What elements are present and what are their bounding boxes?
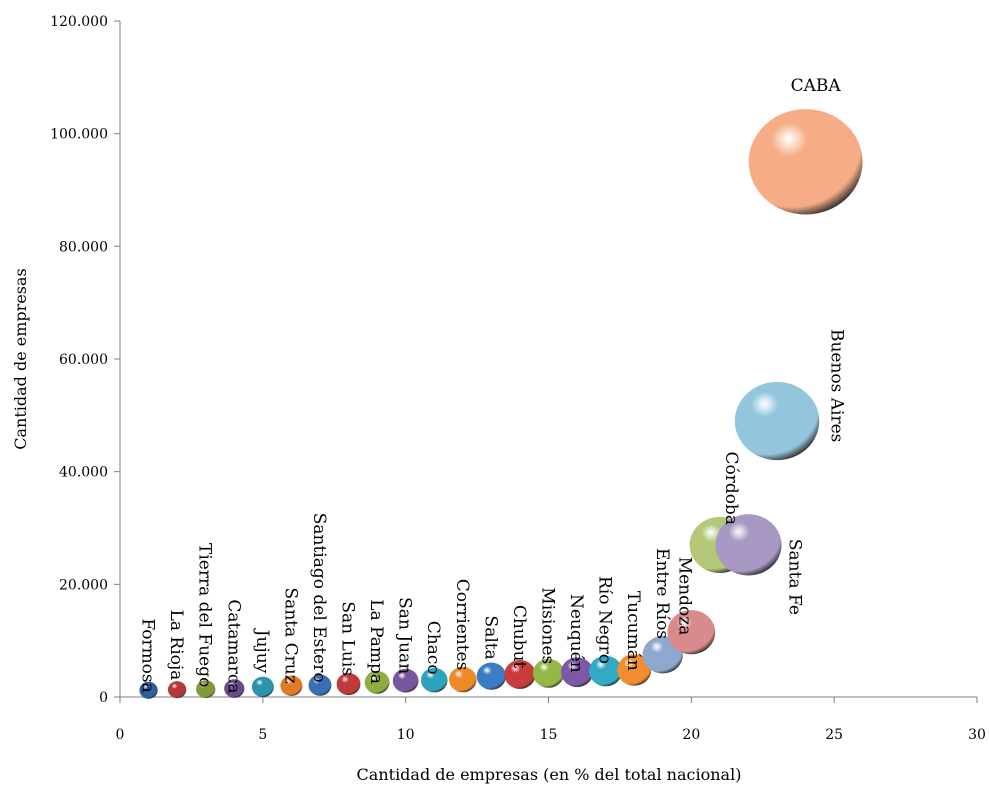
bubble-neuqu-n (561, 657, 594, 688)
bubbles (139, 109, 863, 699)
bubble-santa-fe (715, 514, 782, 576)
bubble-tucum-n (617, 654, 652, 686)
x-tick-label: 0 (116, 727, 125, 743)
bubble-label: Jujuy (252, 628, 272, 674)
bubble-chubut (504, 660, 536, 689)
y-tick-label: 20.000 (59, 577, 108, 593)
x-tick-label: 15 (540, 727, 558, 743)
bubble-caba (748, 109, 863, 215)
bubble-santiago-del-estero (308, 674, 332, 696)
y-axis-title: Cantidad de empresas (11, 268, 30, 450)
bubble-r-o-negro (589, 655, 623, 687)
bubble-label: Neuquén (566, 594, 586, 673)
bubble-la-rioja (167, 681, 187, 699)
bubble-label: Río Negro (595, 576, 615, 664)
y-tick-label: 40.000 (59, 465, 108, 481)
bubble-buenos-aires (734, 381, 820, 461)
bubble-label: Chubut (509, 605, 529, 669)
bubble-label: Córdoba (721, 451, 741, 525)
bubble-corrientes (449, 666, 477, 693)
bubble-jujuy (251, 676, 274, 698)
bubble-label: Tierra del Fuego (195, 543, 215, 687)
y-tick-label: 80.000 (59, 239, 108, 255)
y-tick-label: 60.000 (59, 352, 108, 368)
y-tick-label: 120.000 (50, 14, 108, 30)
bubble-label: Buenos Aires (826, 329, 846, 442)
bubble-label: Salta (480, 616, 500, 660)
x-tick-label: 30 (968, 727, 986, 743)
bubble-label: Tucumán (623, 591, 643, 671)
bubble-label: Misiones (538, 587, 558, 664)
y-tick-label: 0 (99, 690, 108, 706)
bubble-label: San Juan (395, 597, 415, 674)
bubble-catamarca (224, 679, 245, 698)
y-tick-label: 100.000 (50, 127, 108, 143)
bubble-santa-cruz (280, 675, 303, 696)
bubble-san-juan (392, 668, 419, 693)
x-tick-label: 25 (825, 727, 843, 743)
bubble-label: La Pampa (366, 599, 386, 684)
bubble-label: Santa Fe (785, 539, 805, 615)
bubble-label: Santa Cruz (280, 588, 300, 684)
bubble-san-luis (336, 672, 361, 696)
bubble-label: Mendoza (674, 557, 694, 636)
x-axis-title: Cantidad de empresas (en % del total nac… (357, 765, 742, 784)
bubble-misiones (532, 658, 565, 688)
bubble-salta (476, 662, 507, 690)
bubble-label: Catamarca (223, 599, 243, 693)
bubble-chaco (420, 667, 448, 693)
bubble-mendoza (667, 610, 716, 655)
bubble-label: Formosa (138, 618, 158, 692)
bubble-label: La Rioja (166, 610, 186, 681)
bubble-label: Entre Ríos (652, 548, 672, 639)
bubble-labels: Formosa La Rioja Tierra del Fuego Catamarca… (138, 76, 847, 693)
x-tick-label: 10 (397, 727, 415, 743)
bubble-label: Chaco (423, 621, 443, 675)
bubble-label: CABA (791, 76, 842, 96)
bubble-label: Corrientes (452, 579, 472, 671)
bubble-label: Santiago del Estero (309, 513, 329, 683)
bubble-la-pampa (364, 670, 390, 694)
axes: 0 20.000 40.000 60.000 80.000 100.000 120.000 0… (50, 14, 986, 743)
x-tick-label: 20 (682, 727, 700, 743)
bubble-tierra-del-fuego (196, 680, 216, 699)
x-tick-label: 5 (258, 727, 267, 743)
bubble-label: San Luis (338, 601, 358, 676)
bubble-formosa (139, 681, 158, 699)
